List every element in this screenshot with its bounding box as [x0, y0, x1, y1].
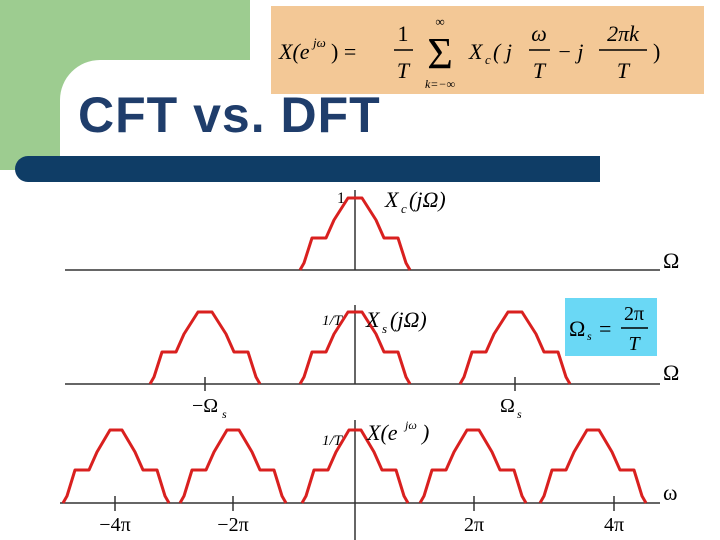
plot1-axis-label: Ω [663, 248, 679, 273]
formula-xc: X [468, 39, 484, 64]
plot2-tick-right-sub: s [517, 407, 522, 421]
omega-box-eq: = [599, 316, 611, 341]
plot3-replica-5 [538, 428, 648, 504]
plot3-amp-label: 1/T [322, 433, 344, 449]
plot1-amp-label: 1 [337, 190, 345, 207]
omega-box-lhs: Ω [569, 316, 585, 341]
omega-box-lhs-sub: s [587, 329, 592, 343]
formula-frac2-num: ω [531, 21, 547, 46]
slide-title: CFT vs. DFT [78, 87, 381, 143]
omega-box-den: T [628, 333, 641, 355]
formula-frac1-num: 1 [398, 21, 409, 46]
plot3-tick-label-2pi: 2π [464, 514, 484, 536]
plot2-fn-arg: (jΩ) [390, 307, 427, 332]
plot2-tick-left-label: −Ω [192, 395, 218, 417]
plot2-fn-sub: s [382, 321, 387, 336]
sampling-frequency-box: Ω s = 2π T [565, 298, 657, 356]
plot2-tick-left-sub: s [222, 407, 227, 421]
plot3-tick-label-neg4pi: −4π [99, 514, 130, 536]
plot2-replica-right [458, 310, 572, 385]
plot3-replica-2 [178, 428, 288, 504]
plot3-tick-label-neg2pi: −2π [217, 514, 248, 536]
plot3-fn-sup: jω [403, 418, 417, 432]
title-underline-bar [15, 156, 600, 182]
formula-frac2-den: T [533, 58, 547, 83]
formula-paren-close: ) [653, 39, 660, 64]
plot3-replica-4 [418, 428, 528, 504]
plot3-tick-label-4pi: 4π [604, 514, 624, 536]
formula-lhs-sup: jω [311, 35, 326, 50]
plot3-axis-label: ω [663, 480, 677, 505]
formula-lhs-end: ) = [331, 39, 356, 64]
formula-sum-bottom: k=−∞ [425, 77, 456, 91]
dtft-formula-box: X(e jω ) = 1 T ∞ Σ k=−∞ X c ( j ω T − j … [271, 6, 704, 94]
formula-frac3-den: T [617, 58, 631, 83]
plot1-fn-arg: (jΩ) [409, 187, 446, 212]
formula-lhs: X(e [278, 39, 310, 64]
plot3-fn-end: ) [420, 420, 429, 445]
plot1-fn-main: X [384, 187, 400, 212]
formula-sum-top: ∞ [435, 14, 444, 29]
plot2-axis-label: Ω [663, 360, 679, 385]
formula-minus-j: − j [557, 39, 583, 64]
plot3-replica-3 [300, 428, 410, 504]
formula-frac1-den: T [397, 58, 411, 83]
formula-xc-sub: c [485, 52, 491, 67]
plot2-replica-left [148, 310, 262, 385]
formula-paren-open: ( j [493, 39, 512, 64]
plot2-replica-center [298, 310, 412, 385]
plot3-fn-main: X(e [366, 420, 398, 445]
omega-box-num: 2π [624, 303, 644, 325]
formula-frac3-num: 2πk [607, 21, 640, 46]
plot2-fn-main: X [365, 307, 381, 332]
plot1-spectrum-curve [298, 196, 412, 271]
plot1-fn-sub: c [401, 201, 407, 216]
plot2-tick-right-label: Ω [500, 395, 515, 417]
plot2-amp-label: 1/T [322, 313, 344, 329]
formula-sum-symbol: Σ [427, 29, 453, 78]
plot3-replica-1 [61, 428, 171, 504]
